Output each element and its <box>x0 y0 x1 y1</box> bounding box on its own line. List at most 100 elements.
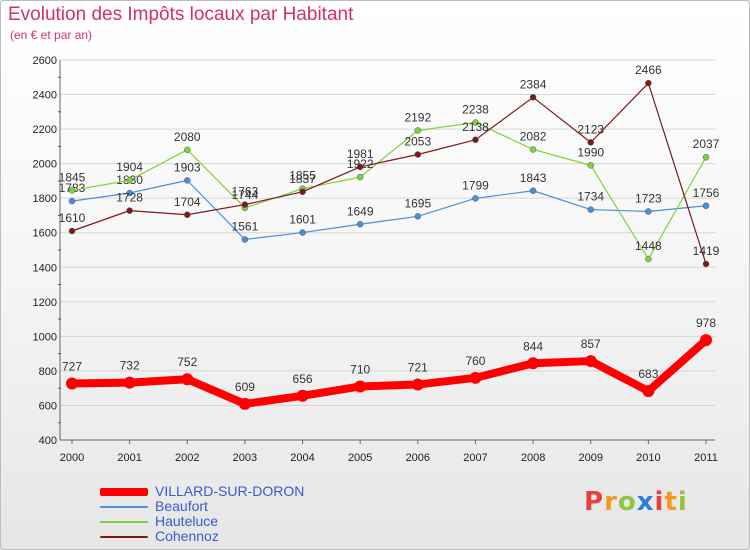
data-label: 978 <box>696 316 716 330</box>
data-point <box>469 371 482 384</box>
legend-swatch <box>100 521 148 523</box>
data-label: 2192 <box>404 110 431 124</box>
data-label: 1561 <box>232 219 259 233</box>
data-label: 2082 <box>520 129 547 143</box>
y-tick-label: 400 <box>39 435 57 447</box>
data-point <box>700 334 712 347</box>
logo-letter: P <box>584 487 605 517</box>
data-point <box>529 187 537 195</box>
data-label: 656 <box>293 372 313 386</box>
data-label: 1763 <box>232 185 259 199</box>
data-point <box>702 260 710 268</box>
y-tick-label: 1800 <box>33 193 57 205</box>
data-point <box>241 236 249 243</box>
data-point <box>123 376 136 389</box>
data-label: 1990 <box>577 145 604 159</box>
logo-letter: i <box>654 487 665 517</box>
y-tick-label: 2400 <box>33 90 57 102</box>
x-tick-label: 2004 <box>290 452 314 464</box>
x-tick-label: 2001 <box>117 452 141 464</box>
data-point <box>587 162 594 169</box>
data-label: 1734 <box>577 190 604 204</box>
data-point <box>472 195 479 202</box>
data-point <box>299 188 306 196</box>
data-label: 1448 <box>635 239 662 253</box>
x-tick-label: 2000 <box>60 452 84 464</box>
legend-swatch <box>100 506 148 508</box>
data-point <box>642 385 655 398</box>
legend-swatch <box>100 536 148 538</box>
x-tick-label: 2006 <box>406 452 430 464</box>
data-label: 2037 <box>693 137 720 151</box>
x-tick-label: 2009 <box>578 452 602 464</box>
data-point <box>184 146 191 154</box>
data-point <box>126 176 133 184</box>
data-point <box>645 255 652 263</box>
data-label: 1837 <box>289 172 316 186</box>
data-point <box>184 211 191 219</box>
data-point <box>126 207 133 214</box>
data-label: 1903 <box>174 160 201 174</box>
x-tick-label: 2003 <box>233 452 257 464</box>
logo-letter: x <box>636 487 655 517</box>
logo-letter: i <box>677 487 688 517</box>
proxiti-logo: Proxiti <box>584 487 688 517</box>
y-tick-label: 600 <box>39 400 57 412</box>
data-point <box>584 355 597 368</box>
logo-letter: r <box>604 487 618 517</box>
data-label: 732 <box>120 359 140 373</box>
data-label: 1695 <box>404 196 431 210</box>
data-label: 683 <box>638 367 658 381</box>
data-label: 1728 <box>116 191 143 205</box>
data-label: 844 <box>523 339 543 353</box>
data-point <box>587 139 594 146</box>
data-label: 2053 <box>404 134 431 148</box>
data-label: 1904 <box>116 160 143 174</box>
chart-subtitle: (en € et par an) <box>10 28 93 42</box>
data-label: 1723 <box>635 191 662 205</box>
data-point <box>702 153 710 161</box>
legend-label: Cohennoz <box>155 528 219 544</box>
data-point <box>702 202 710 210</box>
y-tick-label: 800 <box>39 366 57 378</box>
data-label: 1704 <box>174 195 201 209</box>
x-tick-label: 2011 <box>694 452 718 464</box>
data-label: 1649 <box>347 204 374 218</box>
series-line-0 <box>68 336 710 408</box>
data-label: 1855 <box>289 169 316 183</box>
data-label: 727 <box>62 360 82 374</box>
x-tick-label: 2010 <box>636 452 660 464</box>
data-label: 710 <box>350 362 370 376</box>
data-point <box>184 177 191 184</box>
data-label: 609 <box>235 380 255 394</box>
data-point <box>472 136 479 144</box>
data-label: 2238 <box>462 103 489 117</box>
y-tick-label: 2000 <box>33 159 57 171</box>
y-tick-label: 1000 <box>33 331 57 343</box>
series-line-2 <box>71 121 707 260</box>
data-point <box>356 221 364 228</box>
legend-label: Hauteluce <box>155 513 219 529</box>
x-tick-label: 2008 <box>521 452 545 464</box>
legend-swatch <box>100 488 148 496</box>
data-point <box>414 213 422 220</box>
data-point <box>356 173 364 181</box>
data-point <box>296 389 309 402</box>
data-point <box>68 227 76 235</box>
y-tick-label: 1400 <box>33 262 57 274</box>
data-label: 752 <box>177 355 197 369</box>
data-point <box>527 357 540 370</box>
data-label: 2123 <box>577 122 604 136</box>
data-label: 2138 <box>462 120 489 134</box>
data-label: 2466 <box>635 63 662 77</box>
series-line-3 <box>71 82 707 265</box>
data-point <box>68 187 76 194</box>
data-label: 857 <box>581 337 601 351</box>
y-tick-label: 1600 <box>33 228 57 240</box>
data-point <box>529 146 537 153</box>
data-point <box>299 229 306 236</box>
data-label: 2384 <box>520 77 547 91</box>
data-point <box>238 397 251 410</box>
data-label: 1845 <box>59 170 86 184</box>
data-point <box>356 163 364 171</box>
